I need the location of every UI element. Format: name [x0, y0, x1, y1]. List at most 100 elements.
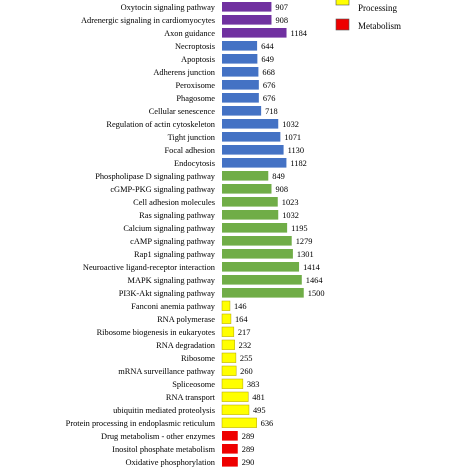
value-label: 1071	[284, 133, 301, 142]
value-label: 1023	[282, 198, 299, 207]
bars-layer: Oxytocin signaling pathway 907 Adrenergic …	[66, 2, 325, 467]
category-label: Protein processing in endoplasmic reticu…	[66, 419, 216, 428]
bar	[222, 15, 272, 25]
legend-swatch-metabolism	[335, 18, 350, 31]
bar	[222, 2, 272, 12]
value-label: 1032	[282, 120, 299, 129]
category-label: cAMP signaling pathway	[130, 237, 216, 246]
bar	[221, 365, 237, 376]
bar	[221, 378, 244, 389]
legend-label-metabolism: Metabolism	[358, 21, 401, 31]
category-label: Rap1 signaling pathway	[134, 250, 216, 259]
value-label: 289	[242, 445, 255, 454]
bar	[221, 326, 235, 337]
category-label: Inositol phosphate metabolism	[112, 445, 215, 454]
value-label: 1184	[291, 29, 308, 38]
value-label: 146	[234, 302, 247, 311]
category-label: MAPK signaling pathway	[128, 276, 216, 285]
bar	[221, 339, 235, 350]
category-label: Cell adhesion molecules	[133, 198, 215, 207]
bar	[221, 404, 250, 415]
category-label: Oxidative phosphorylation	[125, 458, 215, 467]
bar	[221, 352, 237, 363]
value-label: 908	[275, 185, 288, 194]
bar	[222, 444, 238, 454]
value-label: 289	[242, 432, 255, 441]
category-label: cGMP-PKG signaling pathway	[110, 185, 215, 194]
value-label: 255	[240, 354, 253, 363]
bar	[221, 300, 231, 311]
bar	[222, 275, 302, 285]
value-label: 718	[265, 107, 278, 116]
category-label: mRNA surveillance pathway	[118, 367, 216, 376]
value-label: 164	[235, 315, 248, 324]
category-label: Focal adhesion	[165, 146, 216, 155]
value-label: 636	[261, 419, 274, 428]
category-label: Phospholipase D signaling pathway	[95, 172, 216, 181]
value-label: 1195	[291, 224, 307, 233]
category-label: Endocytosis	[174, 159, 215, 168]
category-label: Calcium signaling pathway	[123, 224, 215, 233]
value-label: 849	[272, 172, 285, 181]
value-label: 1130	[288, 146, 304, 155]
value-label: 1301	[297, 250, 314, 259]
bar	[222, 262, 300, 272]
category-label: Neuroactive ligand-receptor interaction	[83, 263, 216, 272]
category-label: Peroxisome	[175, 81, 215, 90]
value-label: 290	[242, 458, 255, 467]
bar	[222, 119, 279, 129]
value-label: 1279	[296, 237, 313, 246]
category-label: RNA degradation	[156, 341, 216, 350]
category-label: ubiquitin mediated proteolysis	[113, 406, 215, 415]
category-label: Ribosome	[181, 354, 215, 363]
value-label: 1500	[308, 289, 325, 298]
value-label: 217	[238, 328, 251, 337]
value-label: 1032	[282, 211, 299, 220]
category-label: Cellular senescence	[149, 107, 216, 116]
category-label: Ribosome biogenesis in eukaryotes	[97, 328, 215, 337]
chart-legend: Processing Metabolism	[335, 0, 401, 31]
category-label: Drug metabolism - other enzymes	[101, 432, 215, 441]
bar	[222, 93, 259, 103]
bar	[222, 158, 287, 168]
bar	[222, 106, 262, 116]
category-label: PI3K-Akt signaling pathway	[119, 289, 216, 298]
category-label: Ras signaling pathway	[139, 211, 216, 220]
value-label: 644	[261, 42, 274, 51]
value-label: 383	[247, 380, 260, 389]
bar	[222, 431, 238, 441]
bar	[222, 288, 304, 298]
category-label: RNA transport	[166, 393, 216, 402]
bar	[222, 145, 284, 155]
value-label: 907	[275, 3, 288, 12]
value-label: 1414	[303, 263, 321, 272]
category-label: Tight junction	[168, 133, 216, 142]
value-label: 1464	[306, 276, 324, 285]
value-label: 676	[263, 81, 276, 90]
category-label: Apoptosis	[181, 55, 215, 64]
bar	[222, 171, 269, 181]
category-label: Fanconi anemia pathway	[131, 302, 216, 311]
bar	[222, 236, 292, 246]
value-label: 232	[239, 341, 252, 350]
bar	[221, 313, 232, 324]
value-label: 676	[263, 94, 276, 103]
bar	[222, 80, 259, 90]
value-label: 260	[240, 367, 253, 376]
category-label: Adrenergic signaling in cardiomyocytes	[81, 16, 215, 25]
category-label: Phagosome	[176, 94, 215, 103]
bar	[222, 197, 278, 207]
value-label: 668	[262, 68, 275, 77]
value-label: 495	[253, 406, 266, 415]
category-label: Oxytocin signaling pathway	[121, 3, 216, 12]
category-label: Necroptosis	[175, 42, 215, 51]
category-label: Spliceosome	[172, 380, 215, 389]
bar	[222, 223, 288, 233]
legend-label-processing: Processing	[358, 3, 397, 13]
bar	[222, 54, 258, 64]
bar	[222, 67, 259, 77]
value-label: 481	[252, 393, 265, 402]
category-label: Axon guidance	[164, 29, 215, 38]
value-label: 908	[275, 16, 288, 25]
